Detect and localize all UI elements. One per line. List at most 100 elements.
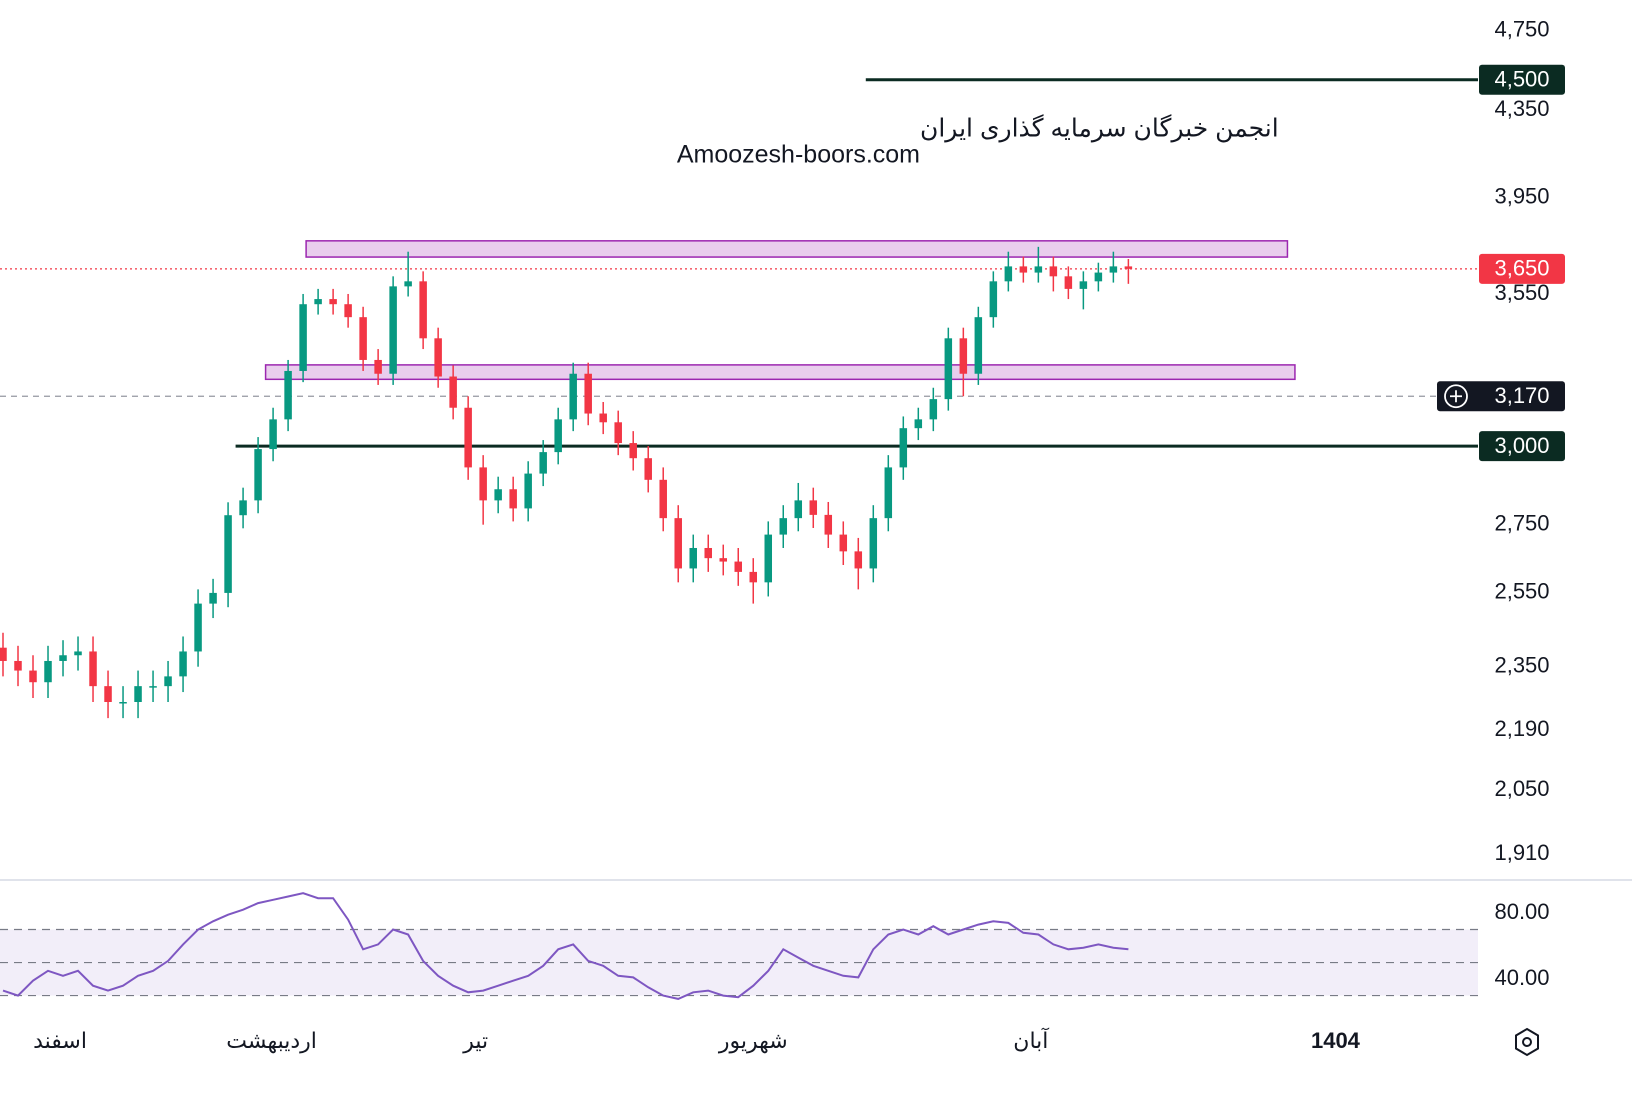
candle-body [419, 281, 427, 339]
level-tag-box [1479, 64, 1565, 95]
candle-body [0, 647, 7, 661]
settings-dot [1522, 1037, 1532, 1047]
candle-body [74, 651, 82, 656]
y-tick-label: 2,350 [1494, 653, 1549, 678]
candle-body [344, 304, 352, 318]
candle-body [1049, 266, 1058, 277]
candle-body [404, 281, 412, 287]
candle-body [524, 473, 532, 509]
candle-body [614, 422, 622, 444]
candle-body [764, 534, 773, 583]
rsi-line [2, 892, 1129, 1000]
candle-body [974, 317, 983, 374]
settings-icon[interactable] [1515, 1027, 1539, 1057]
candle-body [599, 413, 607, 423]
candle-body [14, 660, 22, 671]
candle-body [389, 286, 397, 374]
candle-body [149, 686, 157, 688]
candle-body [59, 655, 67, 661]
candle-body [239, 500, 247, 516]
level-tag-label: 3,000 [1494, 433, 1549, 458]
settings-hexagon [1515, 1027, 1539, 1057]
candle-body [464, 407, 472, 468]
candle-body [659, 479, 667, 519]
candle-body [284, 370, 292, 420]
y-tick-label: 2,550 [1494, 579, 1549, 604]
crosshair-tag-label: 3,170 [1494, 383, 1549, 408]
candle-body [449, 376, 457, 408]
y-tick-label: 2,190 [1494, 716, 1549, 741]
candle-body [509, 489, 517, 509]
candle-body [959, 338, 968, 374]
candle-body [89, 651, 97, 687]
x-tick-label: اسفند [33, 1028, 87, 1053]
candle-body [1004, 266, 1013, 282]
watermark-title: انجمن خبرگان سرمایه گذاری ایران [920, 114, 1279, 143]
candle-body [194, 603, 202, 652]
x-tick-label: آبان [1013, 1027, 1049, 1053]
candle-body [794, 500, 803, 519]
candle-body [1124, 266, 1133, 269]
x-tick-label: 1404 [1311, 1028, 1361, 1053]
candle-body [944, 338, 953, 400]
y-tick-label: 4,350 [1494, 96, 1549, 121]
candle-body [869, 518, 878, 569]
zone [305, 240, 1289, 258]
candle-body [269, 419, 277, 450]
candle-body [329, 299, 337, 305]
candle-body [914, 419, 923, 429]
candle-body [824, 514, 833, 535]
candle-body [809, 500, 818, 515]
candle-body [134, 686, 142, 702]
x-tick-label: اردیبهشت [226, 1028, 317, 1053]
y-tick-label: 3,550 [1494, 280, 1549, 305]
candle-body [854, 551, 863, 569]
candle-body [224, 515, 232, 593]
x-tick-label: تیر [462, 1028, 488, 1053]
candle-body [539, 452, 547, 474]
candle-body [779, 518, 788, 535]
candle-body [374, 359, 382, 374]
candle-body [1079, 281, 1088, 289]
x-tick-label: شهریور [718, 1028, 788, 1053]
candle-body [839, 534, 848, 552]
watermark-url: Amoozesh-boors.com [677, 141, 920, 169]
y-tick-label: 4,750 [1494, 17, 1549, 42]
candle-body [689, 547, 697, 569]
zone [264, 364, 1296, 381]
rsi-tick-label: 40.00 [1494, 965, 1549, 990]
add-alert-icon[interactable] [1444, 384, 1468, 409]
candle-body [314, 299, 322, 305]
candle-body [209, 592, 217, 604]
rsi-band [0, 929, 1478, 996]
crosshair-tag-box [1437, 381, 1565, 412]
candle-body [1094, 272, 1103, 282]
candle-body [254, 449, 262, 501]
candle-body [179, 651, 187, 677]
candle-body [1109, 266, 1118, 273]
candle-body [674, 518, 682, 569]
y-tick-label: 2,750 [1494, 510, 1549, 535]
candle-body [434, 338, 442, 377]
y-tick-label: 3,950 [1494, 183, 1549, 208]
current-price-tag-box [1479, 253, 1565, 284]
candle-body [29, 670, 37, 683]
candle-body [899, 428, 908, 468]
candle-body [749, 571, 758, 583]
candle-body [554, 419, 562, 453]
add-alert-plus [1450, 390, 1462, 403]
candle-body [164, 676, 172, 687]
candle-body [1064, 276, 1073, 289]
level-tag-label: 4,500 [1494, 67, 1549, 92]
candle-body [1034, 266, 1043, 273]
candle-body [989, 281, 998, 318]
candle-body [719, 558, 727, 562]
candle-body [884, 467, 893, 519]
y-tick-label: 1,910 [1494, 840, 1549, 865]
candle-body [629, 443, 637, 459]
candle-body [44, 660, 52, 683]
candle-body [119, 701, 127, 704]
rsi-tick-label: 80.00 [1494, 899, 1549, 924]
